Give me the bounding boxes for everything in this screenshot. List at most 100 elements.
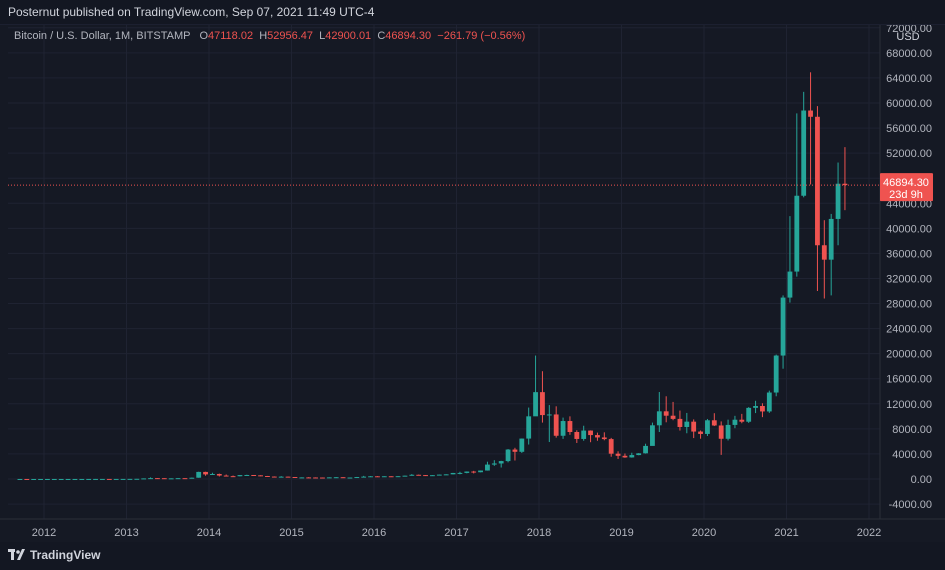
candle-body (794, 195, 800, 272)
x-tick-label: 2018 (527, 527, 551, 539)
x-tick-label: 2012 (32, 527, 56, 539)
candle-body (72, 478, 78, 480)
candle-body (395, 476, 401, 478)
price-badge-value: 46894.30 (883, 177, 929, 189)
symbol-label: Bitcoin / U.S. Dollar, 1M, BITSTAMP (14, 30, 191, 42)
x-tick-label: 2017 (444, 527, 468, 539)
candle-body (93, 478, 98, 480)
x-tick-label: 2015 (279, 527, 303, 539)
y-tick-label: -4000.00 (889, 499, 932, 511)
candle-body (560, 421, 566, 436)
publish-line: Posternut published on TradingView.com, … (8, 5, 375, 19)
candle-body (134, 478, 140, 480)
x-tick-label: 2013 (114, 527, 138, 539)
candle-body (450, 472, 456, 475)
candle-body (210, 473, 215, 475)
candle-body (601, 437, 607, 440)
candle-body (485, 464, 490, 471)
chart-pane[interactable]: -4000.00 0.00 4000.00 8000.00 12000.00 16000.… (0, 23, 945, 543)
candle-body (361, 476, 367, 478)
candle-body (540, 392, 545, 416)
change-value: −261.79 (−0.56%) (437, 30, 526, 42)
candle-body (31, 478, 37, 480)
tradingview-brand-text: TradingView (30, 548, 101, 562)
candle-body (333, 477, 339, 479)
candle-body (739, 419, 745, 422)
candle-body (808, 110, 813, 117)
candle-body (705, 420, 710, 434)
candle-body (815, 116, 820, 246)
candle-body (340, 477, 346, 479)
candle-body (443, 474, 449, 476)
candle-body (801, 110, 807, 196)
candle-body (650, 425, 655, 446)
candle-body (161, 478, 167, 480)
candle-body (430, 475, 435, 477)
candle-body (608, 439, 614, 454)
candle-body (100, 478, 105, 480)
close-value: 46894.30 (385, 30, 432, 42)
candlestick-chart[interactable]: -4000.00 0.00 4000.00 8000.00 12000.00 16000.… (0, 23, 945, 543)
price-badge-countdown: 23d 9h (889, 189, 923, 201)
candle-body (546, 414, 552, 416)
candle-body (223, 475, 229, 477)
candle-body (670, 415, 676, 419)
candle-body (498, 461, 504, 464)
candle-body (478, 470, 483, 473)
candle-body (711, 420, 717, 426)
candle-body (285, 476, 291, 478)
x-tick-label: 2022 (857, 527, 881, 539)
candle-body (251, 474, 257, 476)
candle-body (196, 471, 202, 478)
candle-body (725, 424, 731, 439)
candle-body (656, 411, 662, 426)
candle-body (86, 478, 92, 480)
candle-body (278, 476, 284, 478)
y-tick-label: 4000.00 (892, 449, 932, 461)
x-tick-label: 2014 (197, 527, 221, 539)
candle-body (629, 455, 635, 458)
candle-body (636, 453, 642, 456)
footer-bar: TradingView (0, 542, 945, 570)
tradingview-logo[interactable]: TradingView (8, 548, 100, 562)
y-tick-label: 0.00 (911, 474, 932, 486)
candle-body (677, 418, 683, 427)
y-tick-label: 72000.00 (886, 25, 932, 35)
candle-body (595, 435, 600, 438)
y-tick-label: 56000.00 (886, 123, 932, 135)
candle-body (265, 475, 270, 477)
open-label: O (199, 30, 208, 42)
candle-body (306, 477, 312, 479)
high-value: 52956.47 (267, 30, 314, 42)
low-label: L (319, 30, 326, 42)
candle-body (828, 218, 834, 260)
candle-body (773, 355, 779, 393)
candle-body (821, 245, 827, 260)
candle-body (45, 478, 50, 480)
candle-body (58, 478, 64, 480)
y-tick-label: 44000.00 (886, 198, 932, 210)
candle-body (746, 407, 752, 422)
candle-body (505, 449, 511, 462)
open-value: 47118.02 (208, 30, 254, 42)
candle-body (182, 478, 188, 480)
candle-body (354, 477, 360, 479)
candle-body (271, 476, 277, 478)
candle-body (567, 421, 573, 432)
candle-body (698, 431, 703, 434)
y-tick-label: 28000.00 (886, 299, 932, 311)
candle-body (581, 430, 587, 439)
y-tick-label: 64000.00 (886, 73, 932, 85)
candle-body (663, 411, 669, 416)
candle-body (416, 474, 422, 476)
candle-body (787, 271, 793, 298)
candle-body (106, 478, 112, 480)
candle-body (643, 445, 648, 454)
candle-body (842, 183, 848, 186)
candle-body (491, 463, 497, 465)
candle-body (127, 478, 133, 480)
candle-body (38, 478, 43, 480)
candle-body (244, 474, 250, 476)
candle-body (51, 478, 57, 480)
y-tick-label: 40000.00 (886, 223, 932, 235)
